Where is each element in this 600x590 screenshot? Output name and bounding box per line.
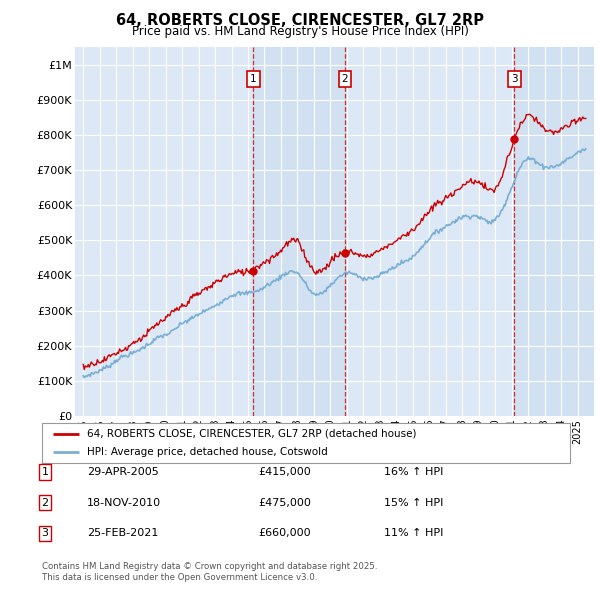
Text: 18-NOV-2010: 18-NOV-2010: [87, 498, 161, 507]
Text: 29-APR-2005: 29-APR-2005: [87, 467, 159, 477]
Text: 1: 1: [41, 467, 49, 477]
Text: 2: 2: [41, 498, 49, 507]
Text: 11% ↑ HPI: 11% ↑ HPI: [384, 529, 443, 538]
Bar: [253, 47, 345, 416]
Text: 15% ↑ HPI: 15% ↑ HPI: [384, 498, 443, 507]
Text: 1: 1: [250, 74, 257, 84]
FancyBboxPatch shape: [42, 423, 570, 463]
Text: £415,000: £415,000: [258, 467, 311, 477]
Bar: [514, 47, 594, 416]
Text: Price paid vs. HM Land Registry's House Price Index (HPI): Price paid vs. HM Land Registry's House …: [131, 25, 469, 38]
Text: 3: 3: [41, 529, 49, 538]
Text: £660,000: £660,000: [258, 529, 311, 538]
Text: 3: 3: [511, 74, 517, 84]
Text: 16% ↑ HPI: 16% ↑ HPI: [384, 467, 443, 477]
Text: Contains HM Land Registry data © Crown copyright and database right 2025.
This d: Contains HM Land Registry data © Crown c…: [42, 562, 377, 582]
Text: 64, ROBERTS CLOSE, CIRENCESTER, GL7 2RP (detached house): 64, ROBERTS CLOSE, CIRENCESTER, GL7 2RP …: [87, 429, 416, 439]
Text: HPI: Average price, detached house, Cotswold: HPI: Average price, detached house, Cots…: [87, 447, 328, 457]
Text: £475,000: £475,000: [258, 498, 311, 507]
Text: 64, ROBERTS CLOSE, CIRENCESTER, GL7 2RP: 64, ROBERTS CLOSE, CIRENCESTER, GL7 2RP: [116, 13, 484, 28]
Text: 25-FEB-2021: 25-FEB-2021: [87, 529, 158, 538]
Text: 2: 2: [342, 74, 349, 84]
